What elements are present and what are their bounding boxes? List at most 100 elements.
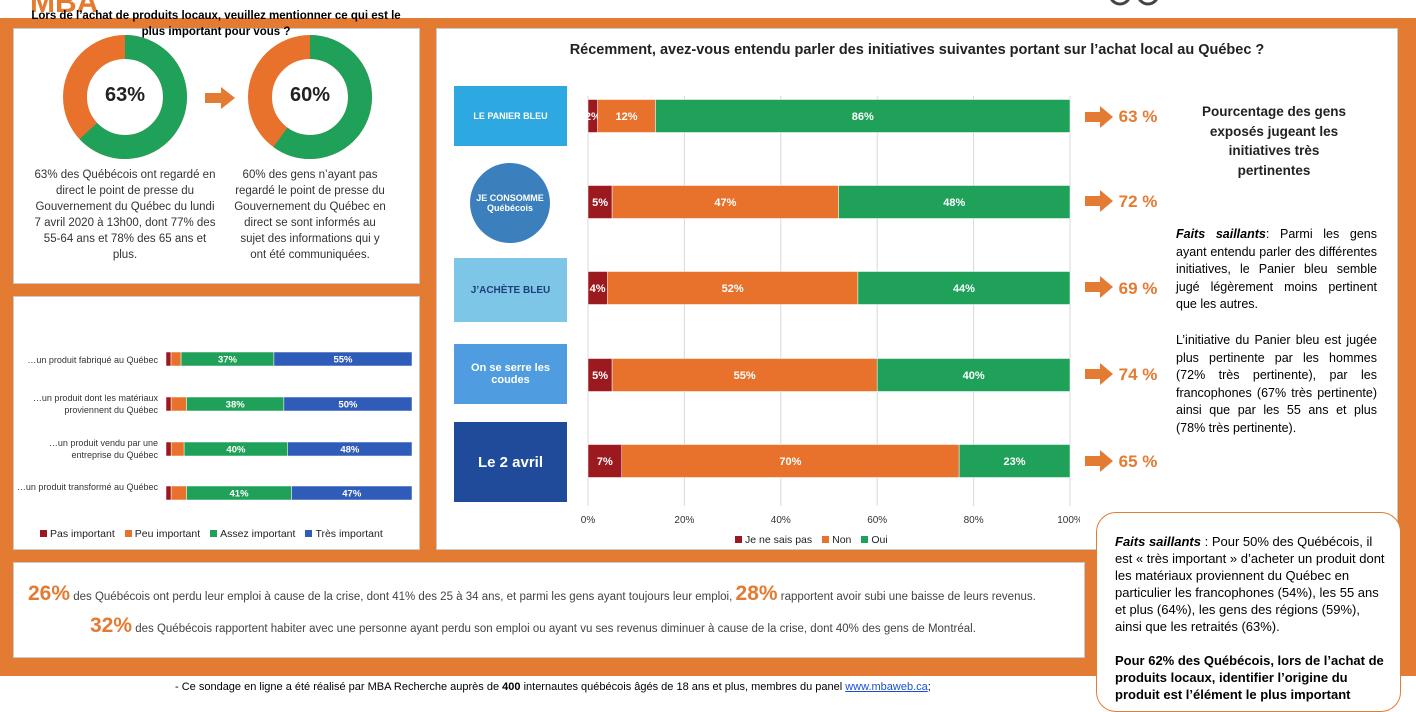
bar-segment (607, 271, 859, 305)
local-products-panel (13, 296, 420, 550)
pertinence-value: 69 % (1118, 279, 1158, 298)
bar-segment (165, 485, 172, 501)
bar-segment (857, 271, 1071, 305)
x-tick-label: 20% (674, 515, 694, 526)
stat-line-1: 26% des Québécois ont perdu leur emploi … (28, 582, 1036, 605)
arrow-icon (1085, 106, 1113, 128)
legend-item: Très important (305, 528, 383, 540)
donut-chart-live (63, 35, 187, 159)
data-label: 55% (333, 355, 353, 366)
legend-item: Assez important (210, 528, 295, 540)
data-label: 5% (592, 197, 608, 209)
donut-live-value: 63% (104, 84, 146, 106)
local-cat-label: …un produit fabriqué au Québec (27, 355, 158, 365)
data-label: 52% (722, 283, 744, 295)
data-label: 55% (734, 370, 756, 382)
donut-chart-informed (248, 35, 372, 159)
local-products-chart: 37% 55% 38% 50% 40% 48% 41% 47% (165, 351, 413, 501)
x-tick-label: 60% (867, 515, 887, 526)
data-label: 40% (226, 445, 246, 456)
side-faits: Faits saillants: Parmi les gens ayant en… (1176, 227, 1377, 311)
data-label: 47% (342, 489, 362, 500)
legend-item: Non (822, 534, 851, 546)
initiatives-chart-title: Récemment, avez-vous entendu parler des … (569, 42, 1265, 58)
arrow-icon (1085, 363, 1113, 385)
partner-logo-icon (1110, 0, 1158, 6)
data-label: 23% (1004, 456, 1026, 468)
bar-segment (958, 444, 1071, 478)
x-tick-label: 80% (964, 515, 984, 526)
bar-segment (287, 441, 413, 457)
donut-informed-text: 60% des gens n’ayant pas regardé le poin… (234, 169, 386, 261)
bar-segment (165, 351, 172, 367)
bar-segment (587, 444, 622, 478)
data-label: 38% (226, 400, 246, 411)
callout-text: Faits saillants : Pour 50% des Québécois… (1115, 534, 1385, 634)
legend-item: Peu important (124, 528, 200, 540)
data-label: 86% (852, 111, 874, 123)
bar-segment (621, 444, 960, 478)
bar-segment (655, 99, 1071, 133)
bar-segment (283, 396, 413, 412)
logo-le-2-avril: Le 2 avril (454, 422, 567, 502)
mba-logo: MBA (30, 0, 99, 19)
legend-item: Oui (861, 534, 888, 546)
data-label: 44% (953, 283, 975, 295)
mbaweb-link[interactable]: www.mbaweb.ca (845, 681, 928, 693)
bar-segment (597, 99, 656, 133)
bar-segment (170, 485, 187, 501)
pertinence-value: 74 % (1118, 365, 1158, 384)
x-tick-label: 100% (1057, 515, 1080, 526)
legend-item: Pas important (40, 528, 115, 540)
data-label: 40% (963, 370, 985, 382)
x-tick-label: 40% (771, 515, 791, 526)
bar-segment (291, 485, 413, 501)
local-cat-label: …un produit vendu par une entreprise du … (48, 438, 158, 460)
data-label: 47% (714, 197, 736, 209)
arrow-icon (1085, 190, 1113, 212)
logo-panier-bleu: LE PANIER BLEU (454, 86, 567, 146)
data-label: 2% (585, 111, 601, 123)
donut-informed-value: 60% (289, 84, 331, 106)
logo-je-consomme: JE CONSOMME Québécois (470, 163, 550, 243)
x-tick-label: 0% (581, 515, 596, 526)
side-para2: L’initiative du Panier bleu est jugée pl… (1176, 333, 1377, 435)
data-label: 7% (597, 456, 613, 468)
donut-share (63, 35, 187, 159)
bar-segment (273, 351, 413, 367)
bar-segment (170, 441, 185, 457)
arrow-icon (1085, 450, 1113, 472)
pertinence-value: 63 % (1118, 107, 1158, 126)
data-label: 5% (592, 370, 608, 382)
pertinence-value: 65 % (1118, 452, 1158, 471)
data-label: 70% (779, 456, 801, 468)
bar-segment (165, 396, 172, 412)
donut-live-text: 63% des Québécois ont regardé en direct … (34, 169, 216, 261)
faits-callout: Faits saillants : Pour 50% des Québécois… (1096, 512, 1401, 712)
callout-bold: Pour 62% des Québécois, lors de l’achat … (1115, 653, 1384, 702)
legend-item: Je ne sais pas (735, 534, 812, 546)
logo-on-se-serre: On se serre les coudes (454, 344, 567, 404)
employment-panel (13, 562, 1085, 658)
arrow-icon (205, 87, 235, 109)
initiatives-chart: 0% 20% 40% 60% 80% 100% 2% 12% 86% 5% 47% 48% 4% 52% 4… (581, 96, 1080, 526)
data-label: 4% (590, 283, 606, 295)
data-label: 48% (340, 445, 360, 456)
bar-segment (876, 358, 1071, 392)
main-legend: Je ne sais pas Non Oui (735, 534, 888, 546)
bar-segment (838, 185, 1071, 219)
top-bar: MBA (0, 0, 1416, 19)
bar-segment (170, 396, 187, 412)
arrow-icon (1085, 276, 1113, 298)
pertinence-value: 72 % (1118, 192, 1158, 211)
data-label: 50% (338, 400, 358, 411)
data-label: 12% (616, 111, 638, 123)
logo-jachete-bleu: J’ACHÈTE BLEU (454, 258, 567, 322)
data-label: 41% (230, 489, 250, 500)
bar-segment (611, 358, 878, 392)
data-label: 48% (943, 197, 965, 209)
local-chart-title: Lors de l’achat de produits locaux, veui… (31, 10, 401, 38)
pertinence-heading: Pourcentage des gens exposés jugeant les… (1201, 104, 1347, 178)
stat-line-2: 32% des Québécois rapportent habiter ave… (90, 614, 976, 637)
local-cat-label: …un produit dont les matériaux provienne… (32, 393, 158, 415)
